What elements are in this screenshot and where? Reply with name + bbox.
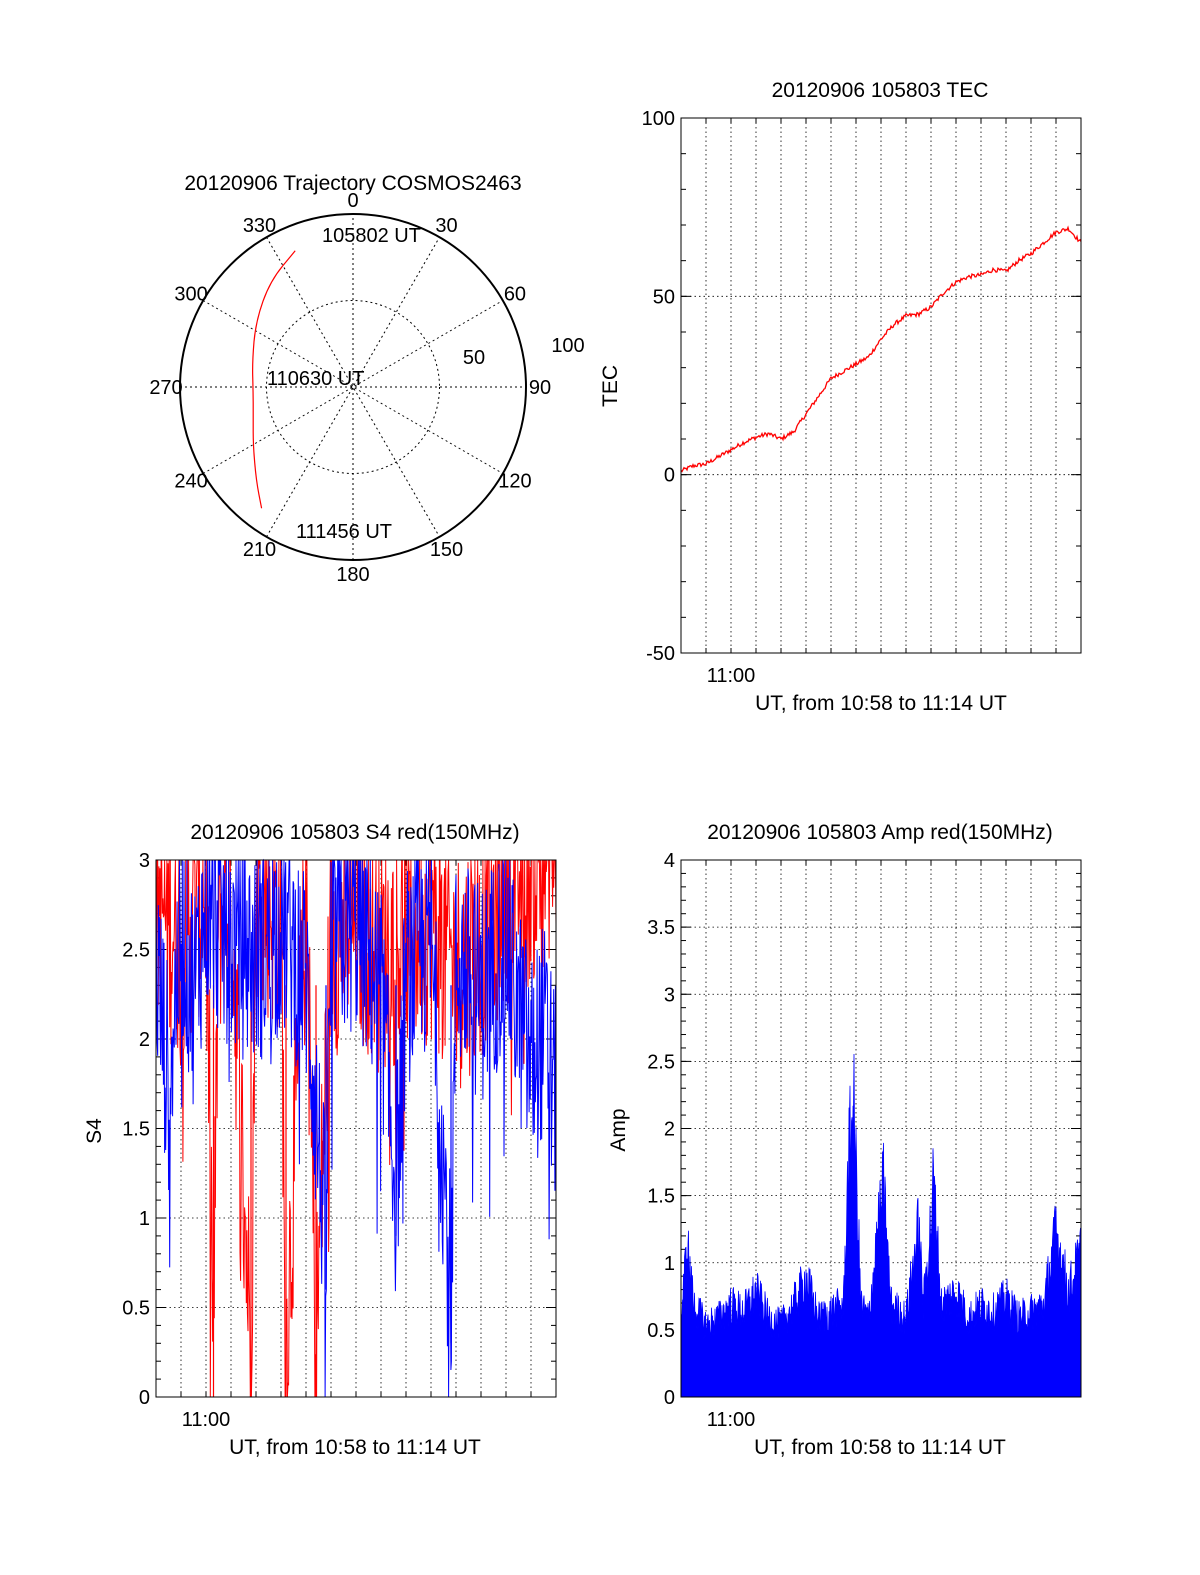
- azimuth-label: 90: [529, 377, 551, 399]
- y-tick-label: 3: [139, 850, 150, 872]
- trajectory-end-label: 111456 UT: [296, 521, 392, 543]
- y-tick-label: 0: [664, 465, 675, 487]
- azimuth-label: 120: [498, 471, 531, 493]
- azimuth-label: 210: [243, 539, 276, 561]
- y-tick-label: 0.5: [122, 1298, 150, 1320]
- tec-plot-frame: [680, 117, 1082, 654]
- tec-y-tick-labels: -50 0 50 100: [642, 108, 675, 665]
- y-tick-label: 1.5: [647, 1186, 675, 1208]
- amp-series-area: [680, 1053, 1082, 1398]
- s4-y-tick-labels: 0 0.5 1 1.5 2 2.5 3: [122, 850, 150, 1409]
- y-tick-label: 0: [139, 1387, 150, 1409]
- s4-x-tick-label: 11:00: [182, 1409, 231, 1431]
- y-tick-label: 4: [664, 850, 675, 872]
- amp-title: 20120906 105803 Amp red(150MHz): [707, 821, 1053, 844]
- amp-x-tick-label: 11:00: [707, 1409, 756, 1431]
- s4-blue-line: [155, 858, 557, 1398]
- s4-plot-frame: [155, 859, 557, 1398]
- y-tick-label: 2: [664, 1119, 675, 1141]
- trajectory-start-label: 105802 UT: [322, 225, 421, 247]
- tec-x-tick-label: 11:00: [707, 665, 756, 687]
- amp-plot-frame: [680, 859, 1082, 1398]
- s4-panel: 20120906 105803 S4 red(150MHz) 0 0.5 1 1.5 2…: [83, 821, 557, 1459]
- y-tick-label: 1: [664, 1253, 675, 1275]
- polar-outer-circle: [179, 213, 527, 561]
- azimuth-label: 330: [243, 215, 276, 237]
- tec-y-axis-label: TEC: [599, 365, 622, 407]
- polar-grid: [180, 214, 526, 560]
- s4-y-axis-label: S4: [83, 1118, 106, 1144]
- s4-title: 20120906 105803 S4 red(150MHz): [190, 821, 519, 844]
- amp-x-axis-label: UT, from 10:58 to 11:14 UT: [754, 1436, 1006, 1459]
- y-tick-label: 2.5: [122, 940, 150, 962]
- y-tick-label: 3: [664, 984, 675, 1006]
- azimuth-label: 60: [504, 284, 526, 306]
- tec-title: 20120906 105803 TEC: [772, 79, 989, 102]
- azimuth-label: 270: [149, 377, 182, 399]
- tec-grid: [681, 118, 1081, 653]
- azimuth-label: 300: [174, 284, 207, 306]
- tec-series-line: [680, 225, 1082, 473]
- y-tick-label: -50: [646, 643, 675, 665]
- y-tick-label: 1.5: [122, 1119, 150, 1141]
- azimuth-label: 150: [430, 539, 463, 561]
- y-tick-label: 2: [139, 1029, 150, 1051]
- y-tick-label: 0.5: [647, 1320, 675, 1342]
- azimuth-label: 30: [435, 215, 457, 237]
- y-tick-label: 50: [653, 286, 675, 308]
- tec-panel: 20120906 105803 TEC -50 0 50 100 11:00 UT, …: [599, 79, 1082, 715]
- y-tick-label: 3.5: [647, 917, 675, 939]
- y-tick-label: 0: [664, 1387, 675, 1409]
- trajectory-mid-label: 110630 UT: [267, 368, 364, 390]
- amp-panel: 20120906 105803 Amp red(150MHz) 0 0.5 1 1.5…: [607, 821, 1082, 1459]
- trajectory-line: [252, 250, 296, 509]
- y-tick-label: 100: [642, 108, 675, 130]
- trajectory-panel: 20120906 Trajectory COSMOS2463 0 30 60 90 12…: [149, 172, 584, 586]
- azimuth-labels: 0 30 60 90 120 150 180 210 240 270 300 330: [149, 190, 551, 586]
- radius-label-50: 50: [463, 347, 485, 369]
- y-tick-label: 1: [139, 1208, 150, 1230]
- tec-x-axis-label: UT, from 10:58 to 11:14 UT: [755, 692, 1007, 715]
- s4-blue-series: [155, 858, 557, 1398]
- radius-label-100: 100: [551, 335, 584, 357]
- amp-y-tick-labels: 0 0.5 1 1.5 2 2.5 3 3.5 4: [647, 850, 675, 1409]
- trajectory-title: 20120906 Trajectory COSMOS2463: [184, 172, 521, 195]
- y-tick-label: 2.5: [647, 1051, 675, 1073]
- amp-y-axis-label: Amp: [607, 1108, 630, 1151]
- azimuth-label: 180: [336, 564, 369, 586]
- azimuth-label: 0: [347, 190, 358, 212]
- amp-area: [680, 1053, 1082, 1398]
- azimuth-label: 240: [174, 471, 207, 493]
- s4-x-axis-label: UT, from 10:58 to 11:14 UT: [229, 1436, 481, 1459]
